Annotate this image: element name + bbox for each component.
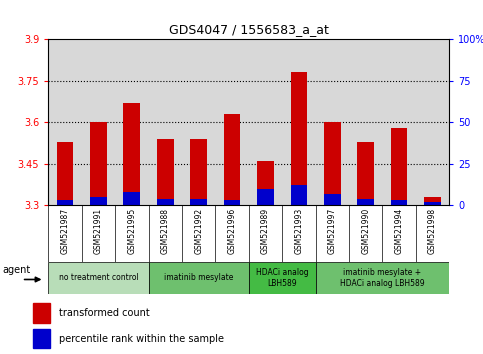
- Bar: [157, 199, 173, 205]
- Bar: [257, 189, 274, 205]
- Text: GSM521995: GSM521995: [128, 208, 136, 255]
- Title: GDS4047 / 1556583_a_at: GDS4047 / 1556583_a_at: [169, 23, 329, 36]
- Bar: [190, 139, 207, 205]
- Bar: [190, 199, 207, 205]
- Bar: [57, 142, 73, 205]
- Bar: [391, 200, 408, 205]
- Bar: [249, 262, 315, 294]
- Bar: [315, 262, 449, 294]
- Bar: [324, 194, 341, 205]
- Text: GSM521996: GSM521996: [227, 208, 237, 255]
- Text: GSM521997: GSM521997: [328, 208, 337, 255]
- Bar: [424, 202, 441, 205]
- Bar: [391, 128, 408, 205]
- Text: agent: agent: [2, 265, 30, 275]
- Bar: [324, 122, 341, 205]
- Text: imatinib mesylate +
HDACi analog LBH589: imatinib mesylate + HDACi analog LBH589: [340, 268, 425, 287]
- Bar: [290, 72, 307, 205]
- Bar: [290, 185, 307, 205]
- Bar: [33, 303, 50, 323]
- Bar: [149, 262, 249, 294]
- Bar: [157, 139, 173, 205]
- Text: imatinib mesylate: imatinib mesylate: [164, 273, 233, 282]
- Text: GSM521990: GSM521990: [361, 208, 370, 255]
- Text: percentile rank within the sample: percentile rank within the sample: [59, 334, 224, 344]
- Bar: [33, 329, 50, 348]
- Bar: [90, 122, 107, 205]
- Text: HDACi analog
LBH589: HDACi analog LBH589: [256, 268, 309, 287]
- Text: GSM521992: GSM521992: [194, 208, 203, 254]
- Bar: [224, 114, 241, 205]
- Text: GSM521988: GSM521988: [161, 208, 170, 254]
- Bar: [357, 142, 374, 205]
- Bar: [57, 200, 73, 205]
- Text: GSM521998: GSM521998: [428, 208, 437, 254]
- Text: GSM521987: GSM521987: [60, 208, 70, 254]
- Text: GSM521994: GSM521994: [395, 208, 404, 255]
- Bar: [124, 103, 140, 205]
- Bar: [257, 161, 274, 205]
- Bar: [90, 197, 107, 205]
- Text: GSM521993: GSM521993: [294, 208, 303, 255]
- Text: no treatment control: no treatment control: [58, 273, 138, 282]
- Bar: [48, 262, 149, 294]
- Bar: [424, 197, 441, 205]
- Text: GSM521989: GSM521989: [261, 208, 270, 254]
- Bar: [357, 199, 374, 205]
- Bar: [224, 200, 241, 205]
- Text: transformed count: transformed count: [59, 308, 150, 318]
- Bar: [124, 192, 140, 205]
- Text: GSM521991: GSM521991: [94, 208, 103, 254]
